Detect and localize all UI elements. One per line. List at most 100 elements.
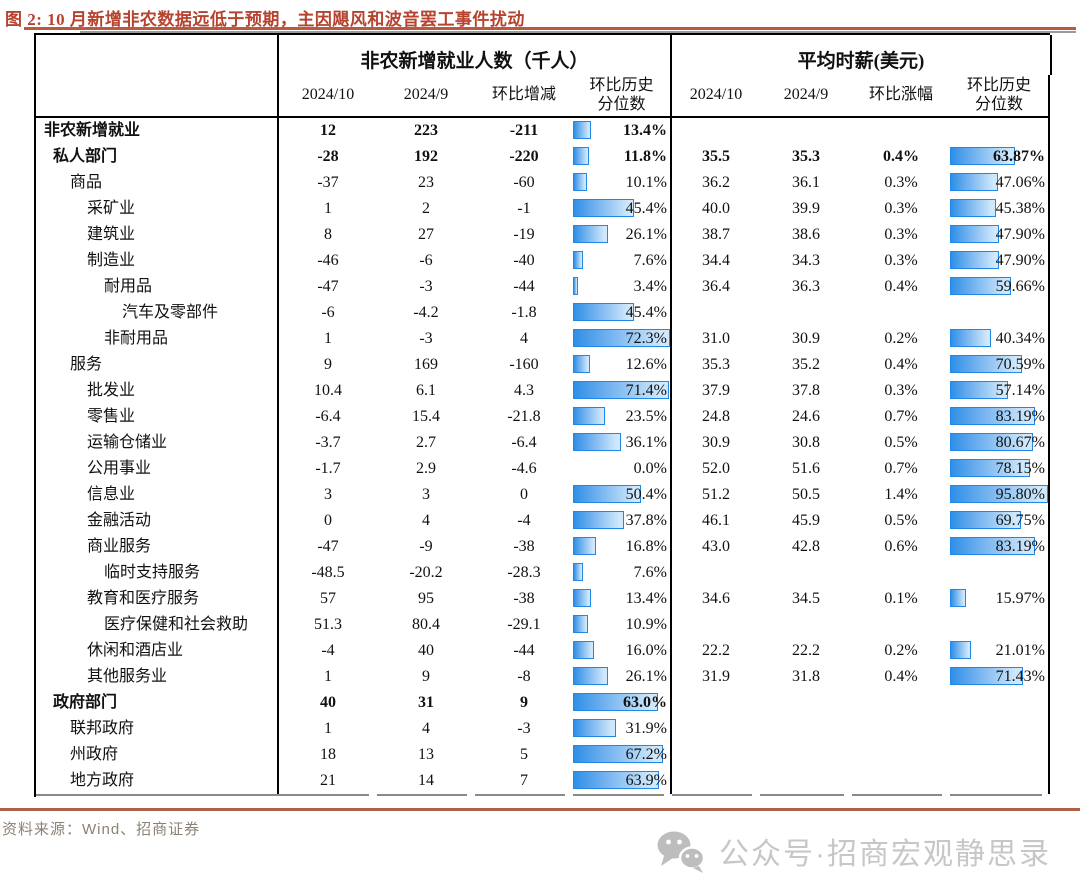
emp-2024-10-value: 21	[320, 772, 336, 789]
emp-percentile-cell: 13.4%	[573, 118, 672, 144]
row-label: 州政府	[36, 742, 279, 768]
emp-2024-9-value: 223	[414, 122, 438, 139]
wage-change-value: 0.6%	[884, 538, 918, 555]
wage-percentile-cell: 83.19%	[950, 404, 1050, 430]
emp-percentile-cell: 7.6%	[573, 248, 672, 274]
emp-percentile-bar	[573, 329, 670, 347]
payroll-table: 非农新增就业人数（千人） 平均时薪(美元) 2024/10 2024/9 环比增…	[34, 33, 1052, 797]
wage-percentile-cell	[950, 742, 1050, 768]
emp-change-value: 0	[520, 486, 528, 503]
wage-2024-9-value: 51.6	[792, 460, 820, 477]
wage-percentile-label: 80.67%	[995, 434, 1045, 451]
wage-percentile-cell	[950, 716, 1050, 742]
wage-change-value: 0.4%	[884, 356, 918, 373]
emp-percentile-label: 50.4%	[625, 486, 667, 503]
emp-percentile-bar	[573, 589, 591, 607]
wage-change-value: 0.7%	[884, 408, 918, 425]
wage-change-value	[852, 742, 950, 768]
emp-2024-10-value: 18	[320, 746, 336, 763]
wage-2024-9-value	[760, 612, 852, 638]
wage-percentile-label: 59.66%	[995, 278, 1045, 295]
table-row: 公用事业 -1.7 2.9 -4.6 0.0% 52.0 51.6 0.7% 7…	[36, 456, 1050, 482]
emp-percentile-label: 12.6%	[625, 356, 667, 373]
emp-2024-10-value: 9	[324, 356, 332, 373]
wage-percentile-bar	[950, 199, 997, 217]
emp-change-value: -4.6	[511, 460, 537, 477]
emp-2024-9-value: 31	[418, 694, 434, 711]
wage-percentile-bar	[950, 537, 1036, 555]
emp-percentile-cell: 36.1%	[573, 430, 672, 456]
emp-percentile-bar	[573, 745, 664, 763]
wage-change-value	[852, 768, 950, 794]
emp-change-value: -8	[517, 668, 531, 685]
emp-2024-9-value: -4.2	[413, 304, 439, 321]
emp-percentile-cell: 3.4%	[573, 274, 672, 300]
wage-2024-9-value: 42.8	[792, 538, 820, 555]
wage-2024-9-value	[760, 768, 852, 794]
emp-2024-9-value: 6.1	[416, 382, 436, 399]
emp-percentile-label: 36.1%	[625, 434, 667, 451]
emp-percentile-bar	[573, 147, 589, 165]
wage-percentile-cell: 83.19%	[950, 534, 1050, 560]
emp-percentile-cell: 45.4%	[573, 300, 672, 326]
wage-2024-9-value: 37.8	[792, 382, 820, 399]
wage-percentile-label: 95.80%	[995, 486, 1045, 503]
emp-percentile-bar	[573, 563, 584, 581]
emp-percentile-cell: 50.4%	[573, 482, 672, 508]
emp-percentile-bar	[573, 199, 634, 217]
table-row: 金融活动 0 4 -4 37.8% 46.1 45.9 0.5% 69.75%	[36, 508, 1050, 534]
table-row: 休闲和酒店业 -4 40 -44 16.0% 22.2 22.2 0.2% 21…	[36, 638, 1050, 664]
emp-change-value: -60	[513, 174, 535, 191]
wage-2024-10-value: 43.0	[702, 538, 730, 555]
table-row: 汽车及零部件 -6 -4.2 -1.8 45.4%	[36, 300, 1050, 326]
emp-change-value: -40	[513, 252, 535, 269]
emp-percentile-cell: 63.9%	[573, 768, 672, 794]
table-row: 医疗保健和社会救助 51.3 80.4 -29.1 10.9%	[36, 612, 1050, 638]
wage-change-value: 0.7%	[884, 460, 918, 477]
wage-change-value: 0.5%	[884, 434, 918, 451]
table-row: 耐用品 -47 -3 -44 3.4% 36.4 36.3 0.4% 59.66…	[36, 274, 1050, 300]
wage-percentile-bar	[950, 355, 1023, 373]
watermark: 公众号·招商宏观静思录	[655, 828, 1051, 874]
emp-percentile-bar	[573, 433, 622, 451]
emp-percentile-bar	[573, 277, 578, 295]
emp-2024-9-value: 40	[418, 642, 434, 659]
wage-percentile-label: 83.19%	[995, 408, 1045, 425]
wage-percentile-cell	[950, 300, 1050, 326]
wage-percentile-label: 47.90%	[995, 252, 1045, 269]
wage-2024-9-value: 34.3	[792, 252, 820, 269]
emp-2024-9-value: 3	[422, 486, 430, 503]
emp-percentile-label: 16.8%	[625, 538, 667, 555]
wage-percentile-cell: 69.75%	[950, 508, 1050, 534]
row-label: 批发业	[36, 378, 279, 404]
row-label: 临时支持服务	[36, 560, 279, 586]
emp-2024-10-value: 3	[324, 486, 332, 503]
wage-2024-10-value	[672, 690, 760, 716]
row-label: 休闲和酒店业	[36, 638, 279, 664]
emp-2024-9-value: -3	[419, 278, 433, 295]
emp-percentile-cell: 26.1%	[573, 664, 672, 690]
wage-2024-9-value: 36.1	[792, 174, 820, 191]
emp-change-value: -160	[509, 356, 539, 373]
wage-2024-10-value	[672, 716, 760, 742]
wage-percentile-label: 40.34%	[995, 330, 1045, 347]
wage-change-value	[852, 300, 950, 326]
emp-2024-10-value: -46	[317, 252, 339, 269]
emp-2024-10-value: -1.7	[315, 460, 341, 477]
emp-percentile-label: 31.9%	[625, 720, 667, 737]
emp-change-value: 9	[520, 694, 528, 711]
emp-change-value: -1	[517, 200, 531, 217]
wage-2024-10-value: 51.2	[702, 486, 730, 503]
table-row: 联邦政府 1 4 -3 31.9%	[36, 716, 1050, 742]
emp-change-value: -28.3	[507, 564, 541, 581]
wage-2024-9-value: 35.2	[792, 356, 820, 373]
emp-percentile-label: 67.2%	[625, 746, 667, 763]
row-label: 建筑业	[36, 222, 279, 248]
wage-percentile-bar	[950, 459, 1030, 477]
emp-percentile-cell: 72.3%	[573, 326, 672, 352]
emp-percentile-bar	[573, 615, 588, 633]
table-row: 信息业 3 3 0 50.4% 51.2 50.5 1.4% 95.80%	[36, 482, 1050, 508]
wage-percentile-label: 47.90%	[995, 226, 1045, 243]
emp-percentile-label: 23.5%	[625, 408, 667, 425]
emp-2024-10-value: -6.4	[315, 408, 341, 425]
